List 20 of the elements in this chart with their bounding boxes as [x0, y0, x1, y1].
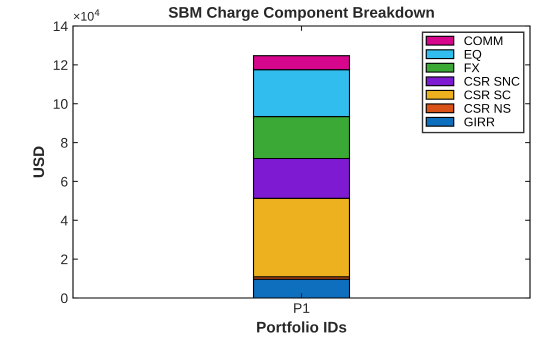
legend-label: GIRR	[464, 117, 494, 126]
text: ×10$^{4}$	[74, 9, 100, 21]
legend-label: COMM	[464, 36, 502, 46]
y-tick-label: 12	[54, 60, 68, 70]
legend-label: CSR NS	[464, 104, 510, 113]
legend-label: CSR SNC	[464, 76, 520, 86]
y-tick-label: 6	[61, 176, 68, 187]
x-tick-label: P1	[294, 303, 310, 313]
y-tick-label: 8	[61, 138, 68, 148]
y-axis-title: USD	[33, 146, 44, 178]
chart-title: SBM Charge Component Breakdown	[168, 6, 434, 21]
x-axis-title: Portfolio IDs	[257, 321, 346, 333]
y-tick-label: 4	[60, 216, 68, 226]
legend-label: CSR SC	[464, 90, 510, 100]
y-tick-label: 14	[54, 21, 68, 32]
legend-label: FX	[464, 64, 480, 72]
y-tick-label: 10	[54, 99, 68, 109]
y-tick-label: 2	[61, 254, 68, 264]
legend-label: EQ	[464, 50, 482, 61]
y-tick-label: 0	[60, 293, 68, 304]
